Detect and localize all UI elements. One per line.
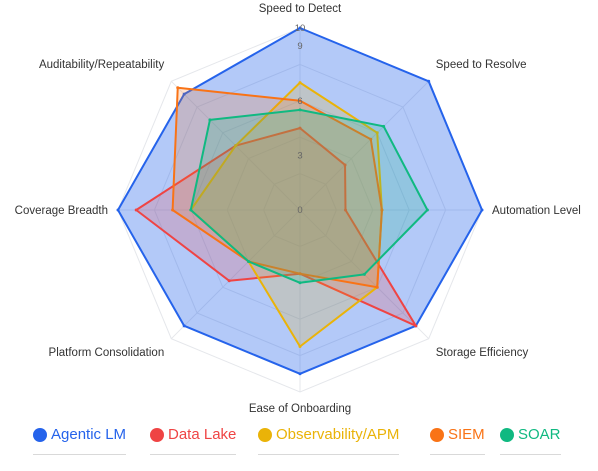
legend-underline: [430, 454, 485, 455]
grid-spoke: [170, 209, 301, 340]
data-point: [480, 208, 484, 212]
data-point: [176, 86, 180, 90]
data-point: [182, 92, 186, 96]
axis-label: Automation Level: [492, 205, 581, 217]
legend-underline: [500, 454, 561, 455]
data-point: [298, 99, 302, 103]
legend-item[interactable]: Observability/APM: [258, 420, 400, 456]
legend-item[interactable]: SOAR: [500, 420, 561, 456]
data-point: [298, 272, 302, 276]
grid-spoke: [299, 80, 430, 211]
legend-item[interactable]: Agentic LM: [33, 420, 127, 456]
data-point: [116, 208, 120, 212]
data-point: [298, 345, 302, 348]
data-point: [227, 279, 231, 283]
legend-swatch: [150, 428, 164, 442]
axis-label: Speed to Detect: [259, 3, 342, 15]
legend-swatch: [500, 428, 514, 442]
data-point: [343, 163, 347, 167]
legend-swatch: [33, 428, 47, 442]
data-point: [298, 372, 302, 376]
data-point: [298, 126, 302, 130]
axis-label: Speed to Resolve: [436, 59, 527, 71]
legend-label: SOAR: [518, 426, 561, 443]
axis-label: Platform Consolidation: [49, 347, 165, 359]
legend-swatch: [430, 428, 444, 442]
data-point: [182, 324, 186, 328]
data-point: [298, 281, 302, 285]
data-point: [344, 208, 347, 212]
series-0: [116, 26, 484, 376]
radial-ticks: 0 3 6 9 10: [295, 23, 306, 216]
radial-tick-label: 0: [297, 205, 302, 216]
data-point: [234, 144, 238, 148]
axis-label: Storage Efficiency: [436, 347, 529, 359]
data-point: [369, 137, 373, 141]
data-point: [134, 208, 138, 212]
legend-label: SIEM: [448, 426, 485, 443]
legend-label: Observability/APM: [276, 426, 400, 443]
axis-labels: Speed to Detect Speed to Resolve Automatio…: [15, 3, 581, 415]
data-point: [380, 208, 384, 212]
axis-label: Coverage Breadth: [15, 205, 108, 217]
legend-swatch: [258, 428, 272, 442]
series-layer: [116, 26, 484, 376]
data-point: [375, 131, 379, 135]
legend-underline: [150, 454, 237, 455]
data-point: [298, 26, 302, 30]
chart-legend: Agentic LM Data Lake Observability/APM SIEM…: [0, 420, 598, 460]
data-point: [427, 79, 431, 83]
data-point: [375, 285, 379, 289]
data-point: [362, 272, 366, 276]
data-point: [298, 81, 302, 85]
data-point: [298, 108, 302, 112]
data-point: [171, 208, 175, 212]
data-point: [208, 118, 212, 122]
series-4: [189, 108, 429, 285]
legend-underline: [33, 454, 127, 455]
radial-tick-label: 6: [297, 96, 302, 107]
data-point: [425, 208, 429, 212]
radial-tick-label: 3: [297, 150, 302, 161]
data-point: [189, 208, 193, 212]
legend-underline: [258, 454, 400, 455]
radial-tick-label: 9: [297, 41, 302, 52]
axis-label: Ease of Onboarding: [249, 403, 351, 415]
axis-label: Auditability/Repeatability: [39, 59, 165, 71]
legend-label: Data Lake: [168, 426, 237, 443]
legend-item[interactable]: SIEM: [430, 420, 485, 456]
legend-label: Agentic LM: [51, 426, 127, 443]
radial-tick-label: 10: [295, 23, 306, 34]
data-point: [414, 324, 418, 328]
legend-item[interactable]: Data Lake: [150, 420, 237, 456]
data-point: [247, 259, 251, 263]
series-3: [171, 86, 384, 289]
data-point: [382, 124, 386, 128]
